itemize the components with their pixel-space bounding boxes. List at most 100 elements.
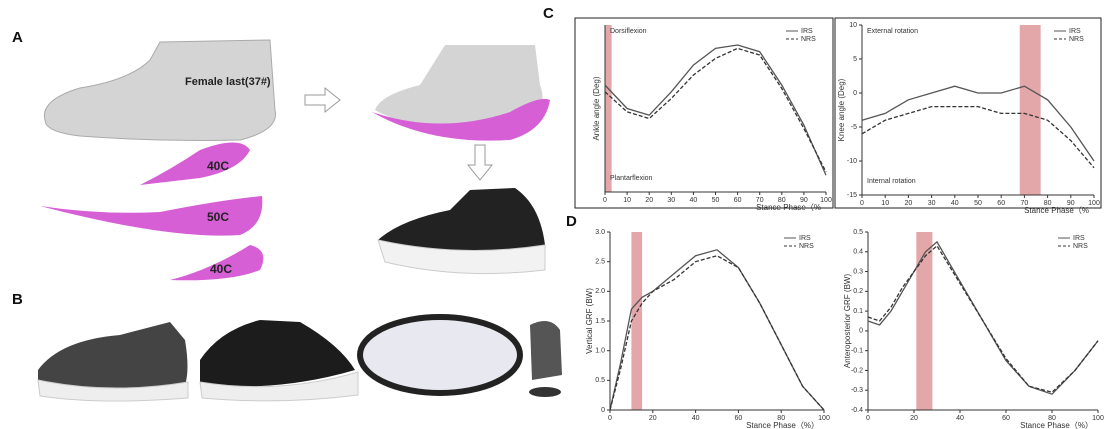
x-tick-label: 0 — [860, 200, 864, 207]
shoe-last — [375, 45, 543, 133]
panel-label: A — [12, 29, 23, 46]
x-tick-label: 80 — [777, 415, 785, 422]
panel-label: D — [566, 213, 577, 230]
x-tick-label: 60 — [997, 200, 1005, 207]
x-tick-label: 0 — [603, 197, 607, 204]
series-line — [861, 85, 1095, 162]
x-tick-label: 70 — [756, 197, 764, 204]
y-tick-label: 10 — [849, 22, 857, 29]
x-tick-label: 50 — [712, 197, 720, 204]
piece-label: 40C — [207, 159, 229, 173]
shoe-last — [43, 39, 277, 141]
x-axis-label: Stance Phase（%） — [1020, 421, 1093, 429]
panel-frame — [574, 17, 834, 209]
shoe-sole — [37, 379, 189, 402]
annotation: External rotation — [867, 28, 918, 35]
x-tick-label: 0 — [866, 415, 870, 422]
x-tick-label: 80 — [1048, 415, 1056, 422]
x-axis-label: Stance Phase（% — [756, 203, 821, 212]
arrow — [304, 86, 341, 114]
y-axis-label: Ankle angle (Deg) — [592, 76, 601, 140]
y-tick-label: 0.5 — [595, 377, 605, 384]
insole-piece — [170, 245, 264, 281]
shoe-sole — [377, 239, 546, 275]
y-tick-label: 0.1 — [853, 308, 863, 315]
arrow — [466, 144, 494, 181]
shoe-sole — [199, 371, 359, 402]
series-line — [861, 105, 1095, 169]
y-tick-label: 0.3 — [853, 268, 863, 275]
x-tick-label: 100 — [1092, 415, 1104, 422]
y-tick-label: -0.1 — [851, 348, 863, 355]
x-axis-label: Stance Phase（% — [1024, 206, 1089, 215]
y-tick-label: 1.0 — [595, 348, 605, 355]
panel-label: C — [543, 5, 554, 22]
series-line — [609, 255, 825, 411]
legend-label: IRS — [801, 28, 813, 35]
x-tick-label: 40 — [951, 200, 959, 207]
y-tick-label: 2.0 — [595, 288, 605, 295]
midsole — [372, 98, 550, 141]
x-tick-label: 10 — [881, 200, 889, 207]
y-tick-label: -5 — [851, 124, 857, 131]
y-tick-label: 3.0 — [595, 229, 605, 236]
x-tick-label: 40 — [690, 197, 698, 204]
x-tick-label: 50 — [974, 200, 982, 207]
panel-label: B — [12, 291, 23, 308]
y-tick-label: 0 — [853, 90, 857, 97]
x-tick-label: 100 — [1088, 200, 1100, 207]
highlight-band — [605, 25, 612, 192]
legend-label: IRS — [799, 235, 811, 242]
y-axis-label: Vertical GRF (BW) — [585, 288, 594, 354]
x-tick-label: 70 — [1021, 200, 1029, 207]
y-tick-label: 0 — [601, 407, 605, 414]
y-axis-label: Knee angle (Deg) — [837, 78, 846, 141]
shoe-heel — [529, 387, 561, 397]
annotation: Dorsiflexion — [610, 28, 647, 35]
y-tick-label: -0.3 — [851, 387, 863, 394]
legend-label: IRS — [1073, 235, 1085, 242]
shoe — [378, 188, 545, 251]
highlight-band — [1019, 25, 1041, 195]
legend-label: NRS — [1069, 36, 1084, 43]
x-tick-label: 20 — [645, 197, 653, 204]
highlight-band — [916, 232, 933, 410]
x-tick-label: 60 — [734, 197, 742, 204]
annotation: Internal rotation — [867, 178, 916, 185]
panel-frame — [834, 17, 1102, 209]
x-tick-label: 80 — [778, 197, 786, 204]
x-tick-label: 90 — [800, 197, 808, 204]
x-tick-label: 40 — [692, 415, 700, 422]
legend-label: NRS — [801, 36, 816, 43]
last-label: Female last(37#) — [185, 76, 271, 88]
x-tick-label: 100 — [820, 197, 832, 204]
series-line — [604, 44, 827, 176]
x-tick-label: 10 — [623, 197, 631, 204]
x-axis-label: Stance Phase（%） — [746, 421, 819, 429]
insole-piece — [40, 196, 263, 236]
x-tick-label: 60 — [1002, 415, 1010, 422]
y-tick-label: 0.4 — [853, 249, 863, 256]
x-tick-label: 20 — [910, 415, 918, 422]
x-tick-label: 60 — [735, 415, 743, 422]
piece-label: 50C — [207, 210, 229, 224]
shoe-heel — [530, 321, 562, 380]
highlight-band — [631, 232, 643, 410]
shoe — [38, 322, 188, 389]
legend-label: IRS — [1069, 28, 1081, 35]
shoe-outsole — [357, 314, 523, 396]
x-tick-label: 30 — [928, 200, 936, 207]
legend-label: NRS — [1073, 243, 1088, 250]
y-tick-label: -0.4 — [851, 407, 863, 414]
annotation: Plantarflexion — [610, 175, 653, 182]
series-line — [604, 47, 827, 173]
x-tick-label: 30 — [667, 197, 675, 204]
x-tick-label: 20 — [649, 415, 657, 422]
y-tick-label: -15 — [847, 192, 857, 199]
legend-label: NRS — [799, 243, 814, 250]
shoe — [200, 320, 355, 387]
piece-label: 40C — [210, 262, 232, 276]
y-tick-label: 0 — [859, 328, 863, 335]
y-tick-label: 2.5 — [595, 259, 605, 266]
series-line — [867, 240, 1099, 395]
